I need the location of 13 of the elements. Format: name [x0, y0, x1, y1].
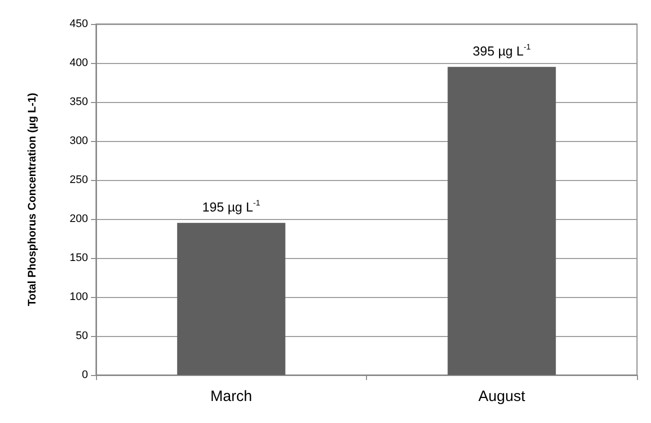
y-tick-label: 0 [82, 369, 88, 381]
y-axis-title: Total Phosphorus Concentration (µg L-1) [26, 92, 38, 306]
x-tick-label: March [210, 388, 252, 405]
y-tick-label: 400 [70, 57, 88, 69]
y-tick-label: 250 [70, 174, 88, 186]
y-tick-label: 450 [70, 18, 88, 30]
y-tick-label: 200 [70, 213, 88, 225]
y-tick-label: 300 [70, 135, 88, 147]
y-tick-label: 350 [70, 96, 88, 108]
y-tick-label: 150 [70, 252, 88, 264]
y-tick-label: 100 [70, 291, 88, 303]
x-tick-label: August [478, 388, 526, 405]
y-tick-label: 50 [76, 330, 88, 342]
